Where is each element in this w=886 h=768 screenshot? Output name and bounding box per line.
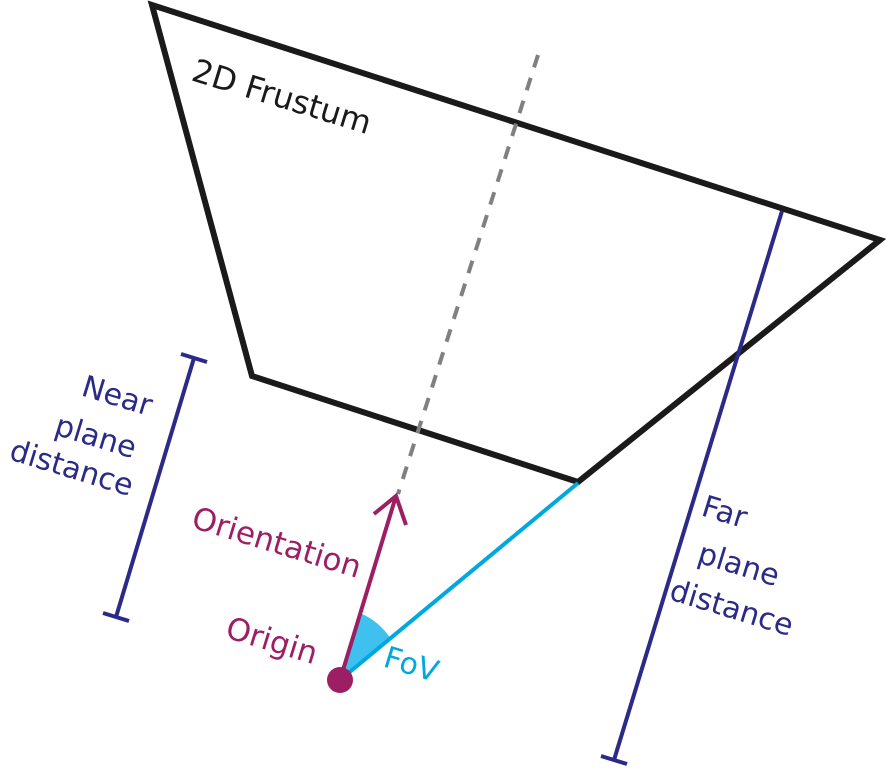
orientation-label: Orientation [188, 500, 366, 586]
origin-label: Origin [222, 610, 322, 672]
orientation-arrow [338, 492, 408, 681]
near-plane-dimension [102, 352, 208, 623]
frustum-outline [147, 0, 886, 486]
near-plane-label: Near plane distance [6, 369, 157, 504]
near-label-line-1: Near [78, 369, 157, 424]
origin-dot [327, 667, 353, 693]
fov-wedge [340, 613, 391, 680]
frustum-label: 2D Frustum [188, 51, 376, 142]
fov-label: FoV [380, 640, 443, 690]
far-label-line-3: distance [666, 573, 798, 644]
far-plane-label: Far plane distance [666, 489, 798, 644]
far-label-line-1: Far [698, 489, 752, 536]
fov-edge-line [338, 481, 580, 682]
view-axis-dashed [396, 54, 540, 495]
far-plane-dimension [600, 210, 784, 766]
